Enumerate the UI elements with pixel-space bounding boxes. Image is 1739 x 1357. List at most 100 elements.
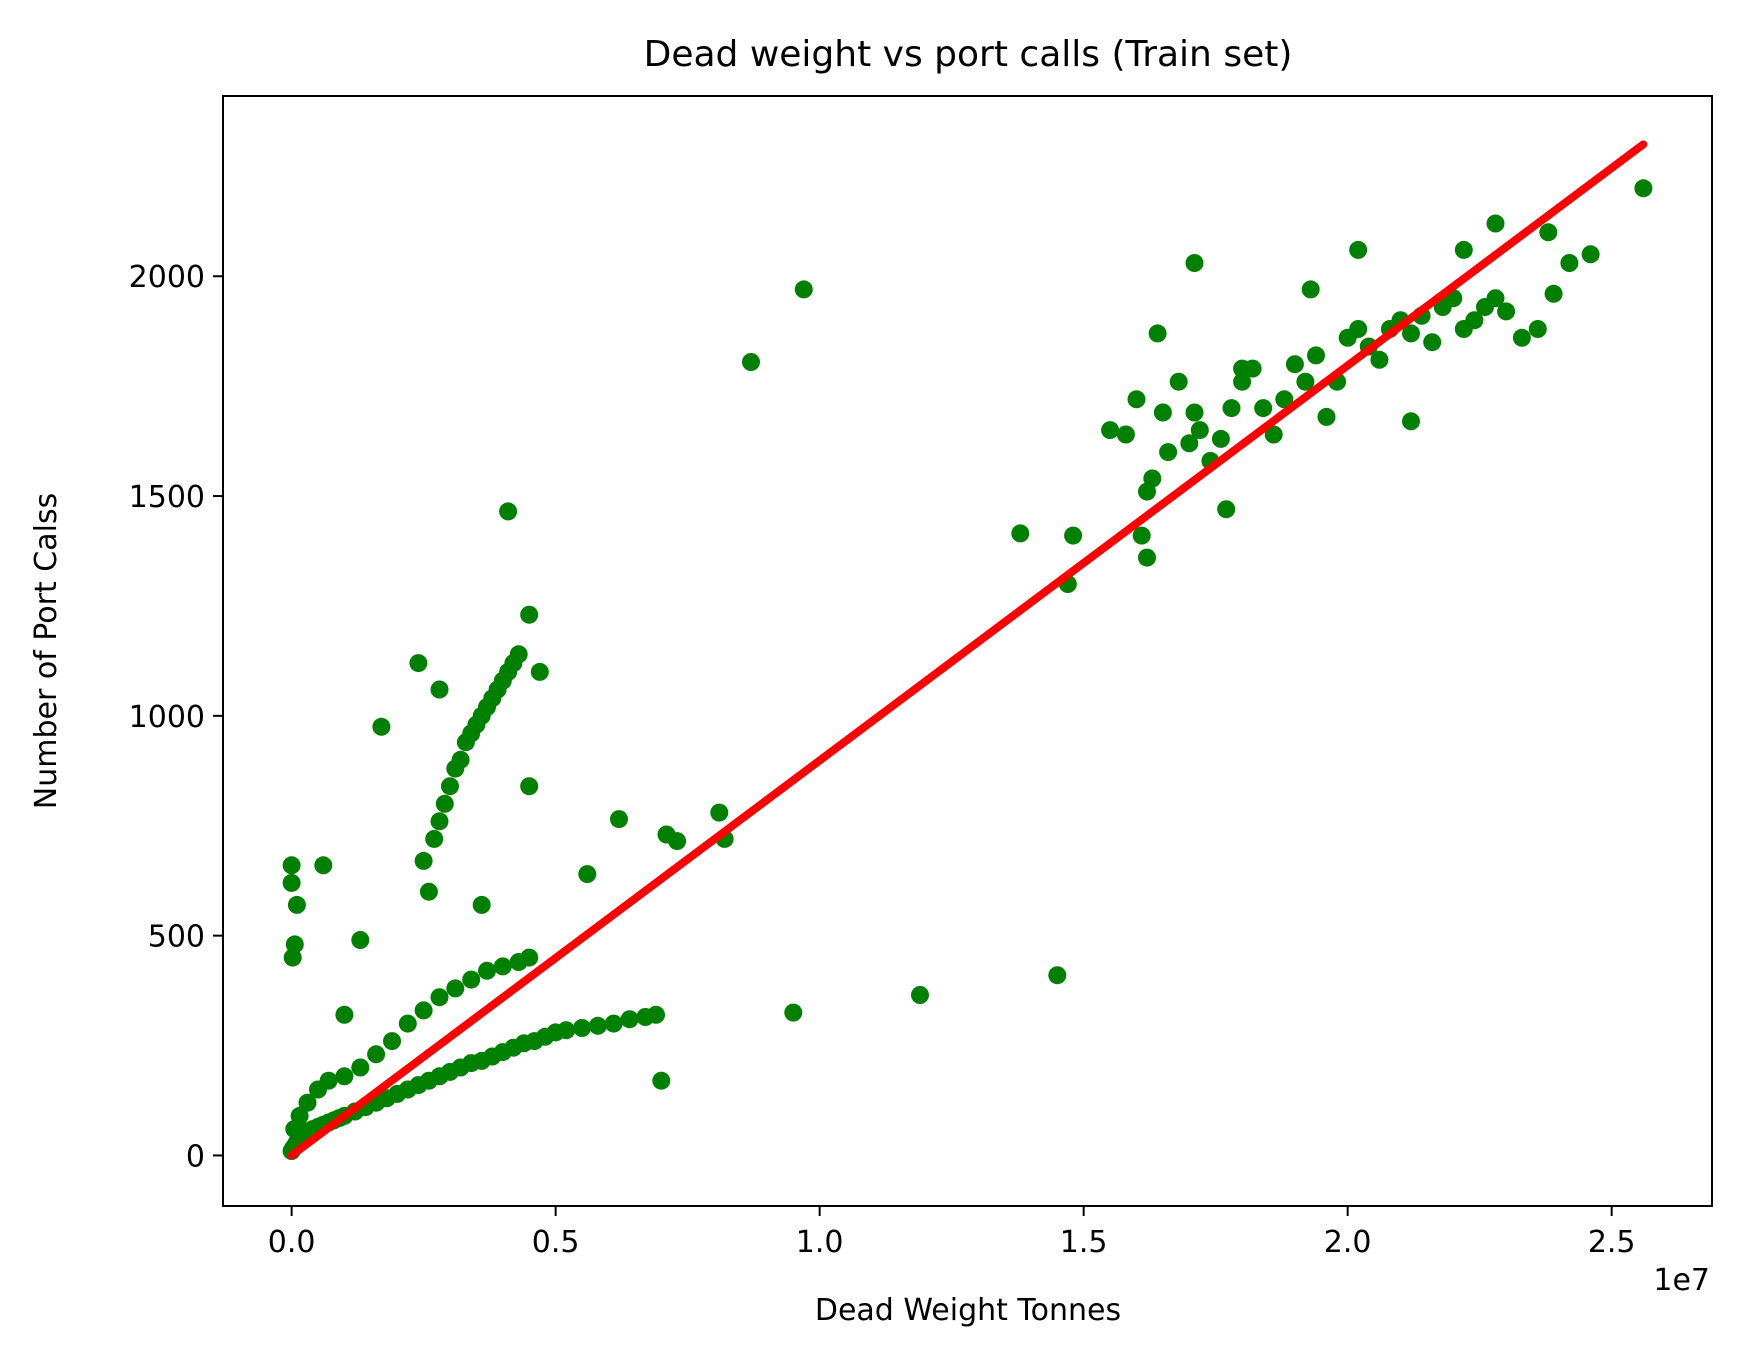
data-point — [652, 1071, 671, 1090]
data-point — [578, 865, 597, 884]
data-point — [1222, 399, 1241, 418]
fit-line-layer — [287, 140, 1648, 1160]
data-point — [462, 970, 481, 989]
data-point — [441, 777, 459, 796]
data-point — [1275, 390, 1294, 409]
data-point — [287, 895, 306, 914]
data-point — [430, 812, 449, 831]
data-point — [1011, 524, 1030, 543]
data-point — [1101, 421, 1120, 440]
data-point — [520, 605, 539, 624]
data-point — [1560, 254, 1579, 272]
data-point — [319, 1071, 338, 1090]
data-point — [1402, 324, 1420, 343]
x-tick-label: 0.0 — [268, 1225, 316, 1260]
data-point — [1180, 434, 1199, 453]
data-point — [1264, 425, 1283, 444]
data-point — [351, 931, 370, 949]
data-point — [1634, 179, 1653, 198]
y-tick-label: 1000 — [129, 700, 205, 735]
data-point — [573, 1019, 591, 1037]
data-point — [620, 1010, 639, 1029]
x-tick-label: 1.0 — [796, 1225, 844, 1260]
data-point — [668, 832, 687, 851]
data-point — [372, 717, 391, 736]
data-point — [610, 810, 628, 829]
data-point — [604, 1014, 623, 1033]
data-point — [647, 1005, 665, 1024]
x-tick-label: 2.5 — [1588, 1225, 1636, 1260]
data-point — [1317, 407, 1336, 426]
data-point — [282, 856, 301, 875]
data-point — [530, 662, 549, 681]
data-point — [398, 1014, 417, 1033]
data-point — [1465, 311, 1484, 330]
data-point — [1486, 289, 1505, 308]
data-point — [1454, 240, 1473, 259]
data-point — [1370, 350, 1389, 369]
data-point — [1423, 333, 1442, 352]
data-point — [1486, 214, 1505, 233]
data-point — [1301, 280, 1320, 299]
data-point — [520, 777, 539, 796]
data-point — [911, 986, 929, 1004]
data-point — [710, 803, 729, 822]
data-point — [419, 882, 438, 901]
data-point — [1132, 526, 1151, 545]
data-point — [1127, 390, 1146, 409]
x-axis-ticks: 0.0 0.5 1.0 1.5 2.0 2.5 — [268, 1206, 1636, 1260]
regression-line — [287, 140, 1648, 1160]
data-point — [1307, 346, 1325, 365]
data-point — [414, 1001, 433, 1020]
data-point — [1148, 324, 1167, 343]
data-point — [446, 979, 465, 998]
data-point — [472, 895, 491, 914]
data-point — [1349, 240, 1368, 259]
data-point — [509, 645, 528, 664]
data-point — [435, 794, 454, 813]
data-point — [1581, 245, 1600, 264]
data-point — [1349, 320, 1368, 338]
data-point — [1539, 223, 1558, 242]
data-point — [1544, 284, 1563, 303]
data-point — [1159, 443, 1178, 462]
data-point — [742, 353, 760, 371]
data-point — [1153, 403, 1172, 422]
data-point — [1217, 500, 1236, 519]
x-tick-label: 1.5 — [1060, 1225, 1108, 1260]
data-point — [1138, 548, 1156, 567]
data-point — [499, 502, 518, 521]
data-point — [784, 1003, 803, 1022]
data-point — [335, 1067, 354, 1086]
data-point — [425, 829, 444, 848]
data-point — [285, 935, 304, 954]
data-point — [430, 680, 449, 699]
plot-area-frame — [222, 95, 1713, 1207]
data-point — [1185, 254, 1204, 272]
data-point — [283, 948, 302, 967]
data-point — [1285, 355, 1304, 374]
data-point — [335, 1005, 354, 1024]
data-point — [493, 957, 512, 976]
data-point — [1143, 469, 1162, 488]
data-point — [290, 1106, 309, 1125]
data-point — [1528, 320, 1547, 338]
data-point — [520, 948, 539, 967]
data-point — [1211, 429, 1230, 448]
data-point — [1185, 403, 1204, 422]
data-point — [298, 1093, 317, 1112]
data-point — [1169, 372, 1188, 391]
data-point — [1190, 421, 1209, 440]
data-point — [430, 988, 449, 1007]
data-point — [451, 750, 470, 769]
data-point — [1233, 372, 1252, 391]
data-point — [1497, 302, 1516, 321]
chart-title: Dead weight vs port calls (Train set) — [644, 34, 1293, 75]
data-point — [414, 851, 433, 870]
data-point — [383, 1032, 401, 1051]
x-axis-offset-label: 1e7 — [1653, 1263, 1710, 1298]
data-point — [1512, 328, 1531, 347]
y-axis-ticks: 0 500 1000 1500 2000 — [129, 260, 223, 1174]
data-point — [409, 654, 428, 673]
